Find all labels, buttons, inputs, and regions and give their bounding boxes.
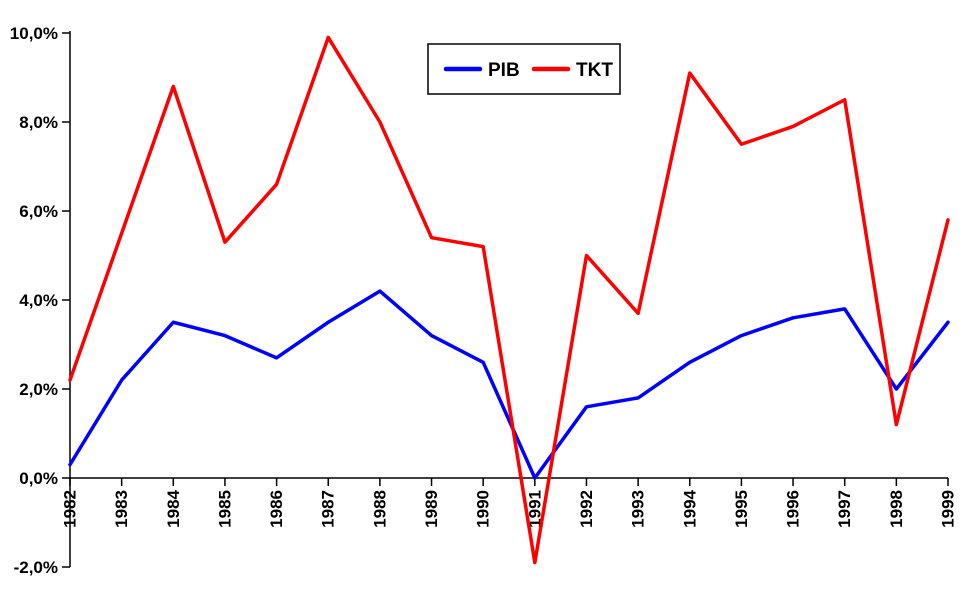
x-axis-label: 1998 (887, 490, 906, 528)
x-axis-label: 1988 (370, 490, 389, 528)
x-axis-label: 1987 (319, 490, 338, 528)
x-axis-label: 1989 (422, 490, 441, 528)
x-axis-label: 1995 (732, 490, 751, 528)
legend-label-pib: PIB (488, 60, 520, 81)
y-axis-label: 10,0% (10, 24, 58, 43)
pib-series-line (68, 289, 950, 480)
x-axis-label: 1991 (525, 490, 544, 528)
x-axis-label: 1983 (112, 490, 131, 528)
x-axis-label: 1985 (215, 490, 234, 528)
x-axis-label: 1997 (835, 490, 854, 528)
y-axis-label: 4,0% (19, 291, 58, 310)
y-axis-label: 2,0% (19, 380, 58, 399)
legend-label-tkt: TKT (576, 60, 613, 81)
x-axis-label: 1996 (784, 490, 803, 528)
tkt-series-line (68, 35, 950, 565)
x-axis-label: 1990 (474, 490, 493, 528)
y-axis-label: 6,0% (19, 202, 58, 221)
x-axis-label: 1984 (164, 489, 183, 527)
y-axis-label: 0,0% (19, 469, 58, 488)
x-axis-label: 1992 (577, 490, 596, 528)
x-axis-label: 1994 (680, 489, 699, 527)
x-axis-label: 1993 (629, 490, 648, 528)
x-axis-label: 1982 (61, 490, 80, 528)
legend: PIB TKT (427, 43, 621, 95)
x-axis-label: 1999 (939, 490, 958, 528)
y-axis-label: 8,0% (19, 113, 58, 132)
x-axis-label: 1986 (267, 490, 286, 528)
y-axis-label: -2,0% (14, 558, 58, 577)
